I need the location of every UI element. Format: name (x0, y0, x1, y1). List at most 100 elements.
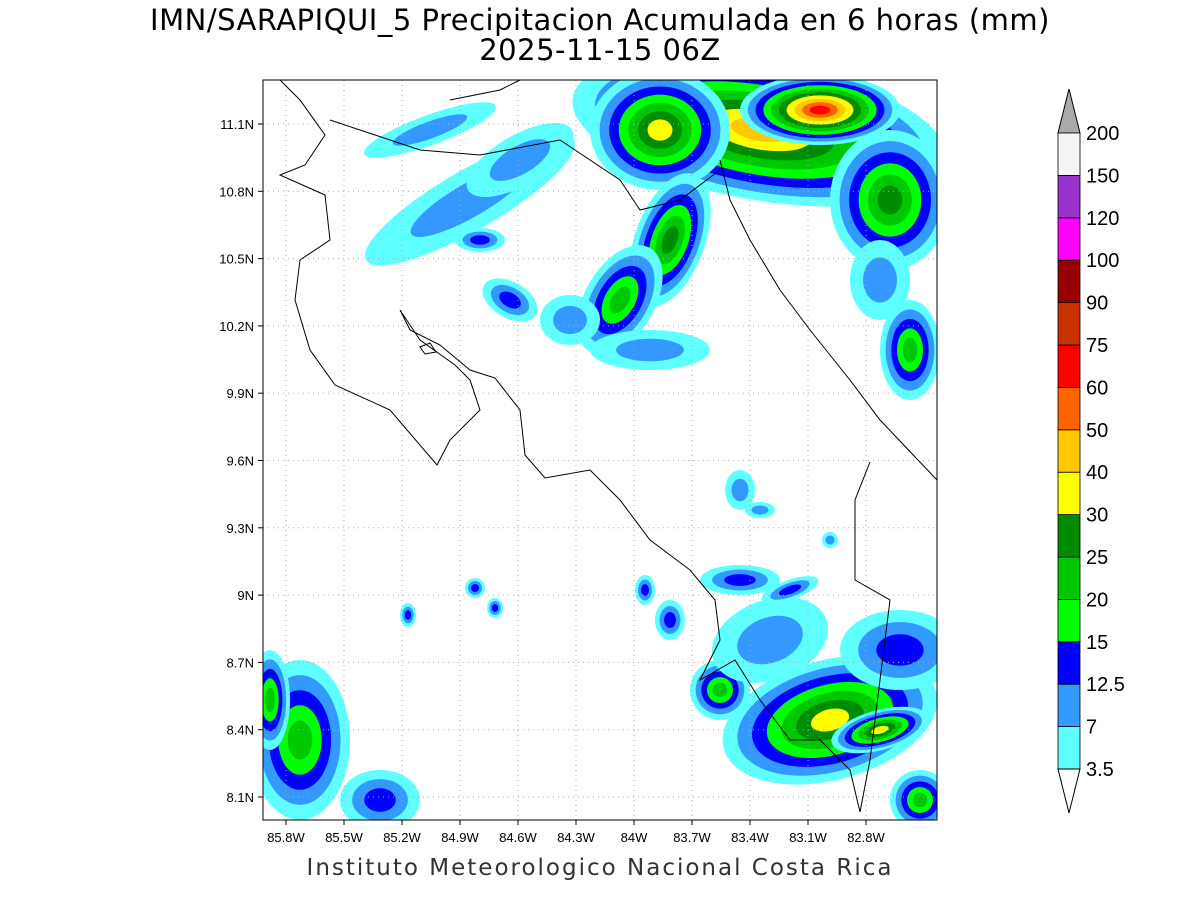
colorbar-label: 3.5 (1086, 759, 1114, 781)
precip-contour (287, 720, 313, 760)
precip-contour (778, 584, 802, 596)
lat-tick-label: 8.4N (227, 723, 254, 738)
colorbar-swatch (1057, 471, 1081, 516)
colorbar-label: 15 (1086, 632, 1108, 654)
lon-tick-label: 85.2W (383, 830, 421, 845)
colorbar-label: 25 (1086, 547, 1108, 569)
lat-tick-label: 8.7N (227, 655, 254, 670)
colorbar-swatch (1057, 429, 1081, 473)
precip-contour (737, 615, 803, 665)
grid-lines (263, 80, 937, 820)
lat-tick-label: 9N (237, 588, 254, 603)
footer-credit: Instituto Meteorologico Nacional Costa R… (306, 855, 894, 881)
lat-tick-label: 10.8N (219, 184, 254, 199)
colorbar-swatch (1057, 259, 1081, 304)
colorbar-swatch (1057, 726, 1081, 770)
colorbar-swatch (1057, 132, 1081, 176)
colorbar-label: 12.5 (1086, 674, 1125, 696)
colorbar-swatch (1057, 344, 1081, 388)
lat-tick-label: 10.2N (219, 319, 254, 334)
colorbar-label: 7 (1086, 717, 1097, 739)
precip-contour (553, 305, 587, 335)
precip-contour (664, 612, 676, 628)
precipitation-field (263, 80, 937, 820)
lat-tick-label: 10.5N (219, 252, 254, 267)
precip-contour (825, 535, 835, 545)
lat-tick-label: 9.9N (227, 386, 254, 401)
precip-contour (876, 634, 924, 666)
colorbar-label: 50 (1086, 420, 1108, 442)
precip-contour (661, 226, 679, 254)
colorbar-label: 20 (1086, 589, 1108, 611)
colorbar-swatch (1057, 599, 1081, 643)
island (419, 342, 437, 355)
precip-contour (491, 604, 499, 612)
colorbar-label: 75 (1086, 335, 1108, 357)
colorbar-swatch (1057, 514, 1081, 558)
precip-contour (499, 291, 521, 309)
map-frame (262, 79, 938, 821)
precip-contour (809, 105, 831, 115)
colorbar-label: 120 (1086, 208, 1119, 230)
colorbar-label: 30 (1086, 505, 1108, 527)
colorbar-swatch (1057, 683, 1081, 728)
nicaragua-lake-shore (449, 80, 521, 101)
precip-contour (392, 114, 468, 146)
pacific-coastline (278, 80, 861, 813)
lon-tick-label: 85.5W (325, 830, 363, 845)
precip-contour (724, 574, 756, 586)
precip-contour (489, 139, 551, 181)
lon-tick-label: 82.8W (847, 830, 885, 845)
precip-contour (265, 687, 275, 713)
colorbar-swatch (1057, 386, 1081, 431)
precip-contour (616, 338, 684, 362)
precip-contour (712, 682, 728, 698)
lon-tick-label: 84.3W (557, 830, 595, 845)
colorbar-swatch (1057, 217, 1081, 261)
precip-contour (810, 708, 850, 732)
precip-contour (863, 257, 897, 303)
precip-contour (912, 792, 928, 808)
coastlines (278, 80, 937, 813)
panama-border (854, 461, 891, 813)
map-datetime: 2025-11-15 06Z (479, 33, 721, 67)
lat-tick-label: 9.6N (227, 454, 254, 469)
precip-contour (470, 235, 490, 245)
precip-contour (641, 584, 649, 596)
precip-contour (731, 478, 749, 502)
colorbar-swatch (1057, 556, 1081, 600)
precip-contour (902, 337, 918, 363)
colorbar-label: 200 (1086, 123, 1119, 145)
precip-contour (647, 119, 673, 141)
lon-tick-label: 83.7W (673, 830, 711, 845)
lon-tick-label: 85.8W (267, 830, 305, 845)
colorbar-label: 90 (1086, 293, 1108, 315)
lon-tick-label: 83.4W (731, 830, 769, 845)
lon-tick-label: 83.1W (789, 830, 827, 845)
precip-contour (404, 610, 412, 620)
colorbar-swatch (1057, 302, 1081, 346)
colorbar-swatch (1057, 174, 1081, 219)
precip-contour (609, 286, 631, 314)
colorbar-label: 100 (1086, 250, 1119, 272)
axis-ticks: 85.8W 85.5W 85.2W 84.9W 84.6W 84.3W 84W 83.7W 83… (219, 117, 885, 845)
lon-tick-label: 84.9W (441, 830, 479, 845)
precip-contour (364, 788, 396, 812)
colorbar-swatch (1057, 641, 1081, 685)
colorbar: 3.5 7 12.5 15 20 25 30 40 50 60 75 90 100 120 150 200 (1057, 88, 1125, 814)
nicaragua-border (329, 119, 721, 211)
colorbar-label: 40 (1086, 462, 1108, 484)
precip-contour (877, 185, 903, 215)
colorbar-label: 150 (1086, 165, 1119, 187)
lat-tick-label: 11.1N (220, 117, 254, 132)
colorbar-over-triangle (1057, 88, 1081, 134)
precip-contour (751, 505, 769, 515)
lat-tick-label: 9.3N (227, 521, 254, 536)
map-title: IMN/SARAPIQUI_5 Precipitacion Acumulada … (150, 3, 1050, 37)
precip-contour (471, 584, 479, 592)
caribbean-coastline (719, 159, 937, 481)
colorbar-label: 60 (1086, 377, 1108, 399)
precip-contour (871, 725, 889, 735)
lon-tick-label: 84W (621, 830, 648, 845)
